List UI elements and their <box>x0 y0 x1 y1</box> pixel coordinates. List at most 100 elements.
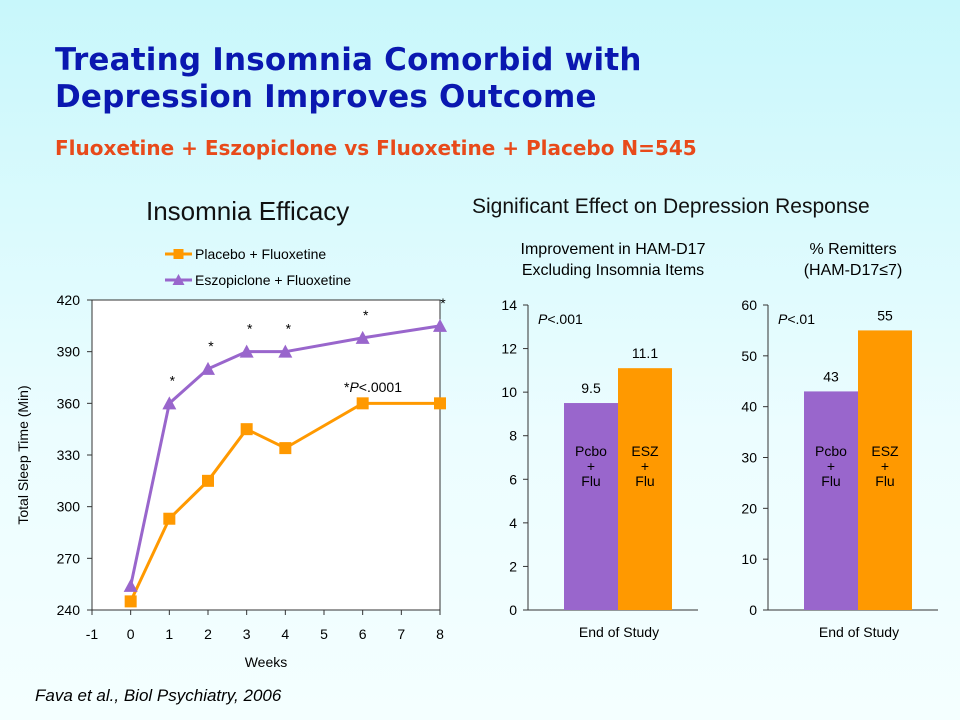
remit-y-tick-label-2: 20 <box>741 500 757 516</box>
remit-p-letter: P <box>778 311 788 327</box>
remit-bar-0 <box>804 391 858 610</box>
point-1-5 <box>355 330 370 344</box>
hamd-bar-1 <box>618 368 672 610</box>
annotation-p: P <box>349 379 359 395</box>
legend-marker-0 <box>173 249 184 259</box>
remit-bar-label-1-0: ESZ <box>871 443 899 459</box>
significance-star-4: * <box>363 307 369 323</box>
remit-bar-label-0-2: Flu <box>821 473 840 489</box>
annotation-star: * <box>344 379 350 395</box>
remit-bar-value-1: 55 <box>877 307 893 323</box>
x-tick-label-2: 1 <box>165 626 173 642</box>
remit-title-line-2: (HAM-D17≤7) <box>804 262 903 279</box>
significance-star-1: * <box>208 338 214 354</box>
hamd-y-tick-label-6: 12 <box>501 341 517 357</box>
point-1-3 <box>239 344 254 358</box>
point-1-4 <box>278 344 293 358</box>
point-0-1 <box>163 512 176 525</box>
remit-y-tick-label-0: 0 <box>749 602 757 618</box>
citation: Fava et al., Biol Psychiatry, 2006 <box>35 686 281 706</box>
significance-star-2: * <box>247 321 253 337</box>
point-0-3 <box>240 423 253 436</box>
hamd-title-line-1: Improvement in HAM-D17 <box>521 241 706 258</box>
remit-bar-label-0-1: + <box>827 458 835 474</box>
legend-label-0: Placebo + Fluoxetine <box>195 246 326 262</box>
x-tick-label-5: 4 <box>281 626 289 642</box>
hamd-x-label: End of Study <box>579 624 659 640</box>
slide-title: Treating Insomnia Comorbid with Depressi… <box>55 42 935 116</box>
significance-annotation: *P<.0001 <box>344 379 402 395</box>
remit-bar-1 <box>858 330 912 610</box>
sleep-time-line-chart: 240 270 300 330 360 390 420 -1 0 1 2 3 4 5 6 7 8 Weeks Tot… <box>15 246 447 670</box>
y-tick-label-4: 360 <box>57 395 81 411</box>
hamd-y-tick-label-7: 14 <box>501 297 517 313</box>
point-0-6 <box>434 397 446 410</box>
remit-y-tick-label-4: 40 <box>741 399 757 415</box>
remit-title-line-1: % Remitters <box>809 241 896 258</box>
slide-title-line-2: Depression Improves Outcome <box>55 79 597 115</box>
x-tick-label-1: 0 <box>127 626 135 642</box>
x-tick-label-8: 7 <box>397 626 405 642</box>
remit-bar-label-1-2: Flu <box>875 473 894 489</box>
hamd-y-tick-label-1: 2 <box>509 558 517 574</box>
x-tick-label-0: -1 <box>86 626 99 642</box>
hamd-y-tick-label-0: 0 <box>509 602 517 618</box>
legend-marker-1 <box>172 274 185 285</box>
point-0-2 <box>202 474 214 487</box>
hamd-bar-label-0-2: Flu <box>581 473 600 489</box>
x-axis-label: Weeks <box>245 654 288 670</box>
point-0-0 <box>124 595 137 608</box>
remitters-bar-chart: % Remitters (HAM-D17≤7) 0 10 20 30 40 50 60 P<.01… <box>741 241 938 640</box>
point-1-1 <box>162 396 177 410</box>
ham-d17-bar-chart: Improvement in HAM-D17 Excluding Insomnia… <box>501 241 706 640</box>
point-1-0 <box>123 578 138 592</box>
slide-title-line-1: Treating Insomnia Comorbid with <box>55 42 642 78</box>
y-tick-label-0: 240 <box>57 602 81 618</box>
remit-bar-label-0-0: Pcbo <box>815 443 847 459</box>
significance-star-0: * <box>170 372 176 388</box>
hamd-p-text: <.001 <box>547 311 583 327</box>
hamd-y-tick-label-2: 4 <box>509 515 517 531</box>
citation-authors: Fava et al., <box>35 686 124 705</box>
point-1-2 <box>201 361 215 375</box>
hamd-p-value: P<.001 <box>538 311 583 327</box>
x-tick-label-4: 3 <box>243 626 251 642</box>
x-tick-label-9: 8 <box>436 626 444 642</box>
remit-p-text: <.01 <box>787 311 815 327</box>
hamd-bar-value-1: 11.1 <box>632 345 658 361</box>
x-tick-label-6: 5 <box>320 626 328 642</box>
legend-label-1: Eszopiclone + Fluoxetine <box>195 272 351 288</box>
hamd-bar-label-1-1: + <box>641 458 649 474</box>
hamd-bar-label-0-0: Pcbo <box>575 443 607 459</box>
y-tick-label-2: 300 <box>57 499 81 515</box>
point-0-4 <box>279 442 292 455</box>
point-1-6 <box>433 318 447 332</box>
x-tick-label-7: 6 <box>359 626 367 642</box>
hamd-bar-0 <box>564 403 618 610</box>
remit-x-label: End of Study <box>819 624 899 640</box>
remit-p-value: P<.01 <box>778 311 815 327</box>
remit-y-tick-label-6: 60 <box>741 297 757 313</box>
point-0-5 <box>356 397 369 410</box>
hamd-bar-label-1-0: ESZ <box>631 443 659 459</box>
hamd-y-tick-label-3: 6 <box>509 471 517 487</box>
left-section-title: Insomnia Efficacy <box>146 196 350 226</box>
hamd-p-letter: P <box>538 311 548 327</box>
remit-y-tick-label-5: 50 <box>741 348 757 364</box>
x-tick-label-3: 2 <box>204 626 212 642</box>
y-tick-label-3: 330 <box>57 447 81 463</box>
citation-journal: Biol Psychiatry, 2006 <box>123 686 282 705</box>
hamd-bar-label-0-1: + <box>587 458 595 474</box>
slide-subtitle: Fluoxetine + Eszopiclone vs Fluoxetine +… <box>55 136 697 160</box>
y-tick-label-1: 270 <box>57 550 81 566</box>
remit-bar-label-1-1: + <box>881 458 889 474</box>
annotation-value: <.0001 <box>359 379 402 395</box>
right-section-title: Significant Effect on Depression Respons… <box>472 195 870 218</box>
hamd-bar-label-1-2: Flu <box>635 473 654 489</box>
hamd-title-line-2: Excluding Insomnia Items <box>522 262 704 279</box>
y-tick-label-5: 390 <box>57 344 81 360</box>
y-axis-label: Total Sleep Time (Min) <box>15 385 31 524</box>
remit-y-tick-label-1: 10 <box>741 551 757 567</box>
hamd-bar-value-0: 9.5 <box>581 380 601 396</box>
